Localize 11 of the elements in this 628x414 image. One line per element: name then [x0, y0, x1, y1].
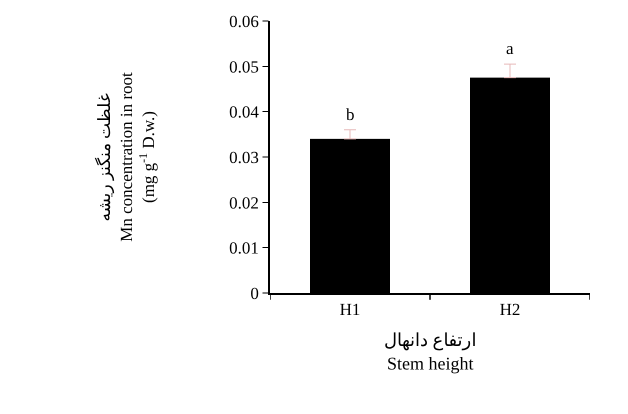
- y-tick-label: 0.05: [229, 57, 259, 76]
- y-tick-label: 0.04: [229, 102, 260, 122]
- y-tick-label: 0: [250, 284, 259, 303]
- x-tick-label: H2: [500, 300, 520, 320]
- annotation: a: [506, 39, 514, 58]
- y-tick-label: 0.06: [229, 12, 259, 31]
- y-tick-label: 0.02: [229, 193, 259, 212]
- x-tick-label: H1: [340, 300, 360, 320]
- annotation: b: [346, 105, 354, 124]
- y-tick-label: 0.03: [229, 148, 259, 167]
- y-tick-label: 0.01: [229, 238, 259, 258]
